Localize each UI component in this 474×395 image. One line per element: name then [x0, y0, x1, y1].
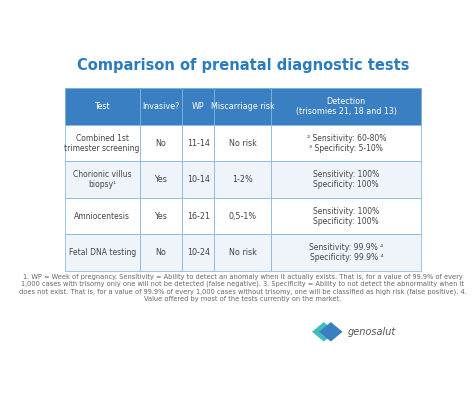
- Bar: [139, 162, 182, 198]
- Text: 10-24: 10-24: [187, 248, 210, 257]
- Bar: [182, 198, 214, 235]
- Bar: [272, 198, 421, 235]
- Text: Chorionic villus
biopsy¹: Chorionic villus biopsy¹: [73, 170, 131, 190]
- Bar: [182, 88, 214, 125]
- Text: Sensitivity: 99.9% ⁴
Specificity: 99.9% ⁴: Sensitivity: 99.9% ⁴ Specificity: 99.9% …: [309, 243, 383, 262]
- Bar: [214, 162, 272, 198]
- Text: Miscarriage risk: Miscarriage risk: [211, 102, 275, 111]
- Text: 1-2%: 1-2%: [233, 175, 253, 184]
- Bar: [214, 125, 272, 162]
- Text: Sensitivity: 100%
Specificity: 100%: Sensitivity: 100% Specificity: 100%: [313, 170, 379, 190]
- Bar: [182, 235, 214, 271]
- Text: 0,5-1%: 0,5-1%: [229, 212, 257, 221]
- Bar: [214, 235, 272, 271]
- Bar: [65, 235, 139, 271]
- Text: Fetal DNA testing: Fetal DNA testing: [69, 248, 136, 257]
- Bar: [272, 88, 421, 125]
- Text: No risk: No risk: [229, 139, 257, 148]
- Text: 1. WP = Week of pregnancy. Sensitivity = Ability to detect an anomaly when it ac: 1. WP = Week of pregnancy. Sensitivity =…: [19, 274, 467, 302]
- Bar: [214, 198, 272, 235]
- Text: Test: Test: [94, 102, 110, 111]
- Bar: [214, 88, 272, 125]
- Text: genosalut: genosalut: [348, 327, 396, 337]
- Bar: [182, 125, 214, 162]
- Text: No risk: No risk: [229, 248, 257, 257]
- Bar: [272, 162, 421, 198]
- Text: No: No: [155, 139, 166, 148]
- Polygon shape: [312, 322, 336, 342]
- Text: 11-14: 11-14: [187, 139, 210, 148]
- Bar: [65, 162, 139, 198]
- Text: Sensitivity: 100%
Specificity: 100%: Sensitivity: 100% Specificity: 100%: [313, 207, 379, 226]
- Bar: [139, 235, 182, 271]
- Text: Amniocentesis: Amniocentesis: [74, 212, 130, 221]
- Bar: [139, 88, 182, 125]
- Text: No: No: [155, 248, 166, 257]
- Text: Detection
(trisomies 21, 18 and 13): Detection (trisomies 21, 18 and 13): [296, 97, 397, 117]
- Text: Comparison of prenatal diagnostic tests: Comparison of prenatal diagnostic tests: [77, 58, 409, 73]
- Bar: [139, 125, 182, 162]
- Text: WP: WP: [192, 102, 205, 111]
- Polygon shape: [319, 322, 343, 342]
- Bar: [272, 235, 421, 271]
- Bar: [182, 162, 214, 198]
- Bar: [139, 198, 182, 235]
- Bar: [65, 198, 139, 235]
- Bar: [65, 125, 139, 162]
- Text: Yes: Yes: [155, 212, 167, 221]
- Text: 16-21: 16-21: [187, 212, 210, 221]
- Text: ² Sensitivity: 60-80%
³ Specificity: 5-10%: ² Sensitivity: 60-80% ³ Specificity: 5-1…: [307, 134, 386, 153]
- Bar: [272, 125, 421, 162]
- Text: Invasive?: Invasive?: [142, 102, 180, 111]
- Text: 10-14: 10-14: [187, 175, 210, 184]
- Text: Combined 1st
trimester screening: Combined 1st trimester screening: [64, 134, 140, 153]
- Text: Yes: Yes: [155, 175, 167, 184]
- Bar: [65, 88, 139, 125]
